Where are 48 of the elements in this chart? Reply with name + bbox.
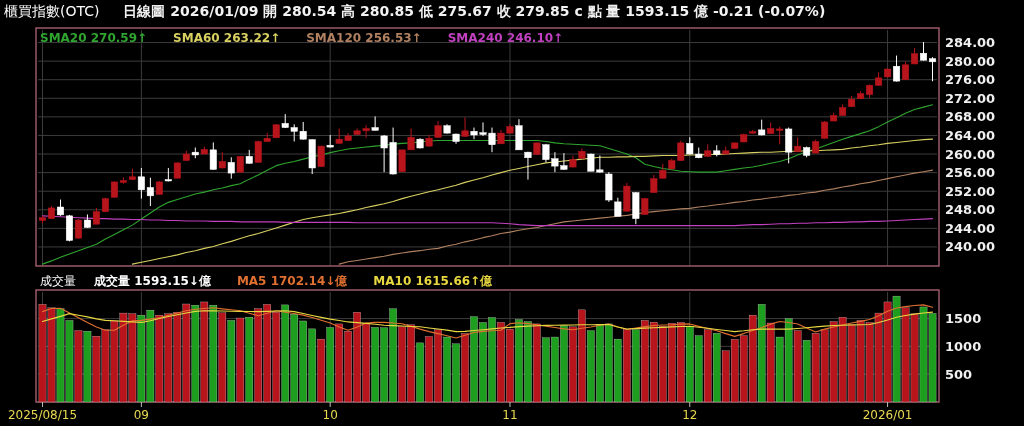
y-tick-label: 1500: [945, 311, 982, 327]
chart-title: 櫃買指數(OTC): [4, 3, 100, 19]
line-series: [131, 138, 934, 265]
y-tick-label: 252.00: [945, 183, 996, 199]
y-tick-label: 244.00: [945, 220, 996, 236]
candlestick: [893, 55, 901, 83]
candlestick: [371, 115, 379, 131]
x-tick-label: 11: [502, 408, 518, 422]
candlestick: [227, 156, 235, 180]
y-tick-label: 248.00: [945, 202, 996, 218]
candlestick: [614, 197, 622, 217]
candlestick: [785, 127, 793, 164]
candlestick: [74, 218, 82, 240]
candlestick: [902, 61, 910, 81]
y-tick-label: 264.00: [945, 127, 996, 143]
y-tick-label: 240.00: [945, 239, 996, 255]
line-series: [41, 104, 934, 265]
x-tick-label: 2026/01: [862, 408, 913, 422]
chart-subtitle: 日線圖 2026/01/09 開 280.54 高 280.85 低 275.67 收 279.85 c 點 量 1593.15 億 -0.21 (-0.07%): [123, 3, 826, 19]
y-tick-label: 280.00: [945, 53, 996, 69]
text: SMA120 256.53↑: [306, 31, 422, 45]
text: SMA60 263.22↑: [173, 31, 281, 45]
line-series: [338, 169, 934, 265]
series-label: MA5 1702.14↓億: [236, 274, 349, 288]
y-tick-label: 284.00: [945, 35, 996, 51]
x-tick-label: 12: [682, 408, 698, 422]
x-tick-label: 2025/08/15: [7, 408, 78, 422]
candlestick: [929, 56, 936, 82]
line-series: [41, 310, 934, 333]
series-label: 成交量 1593.15↓億: [93, 274, 212, 288]
candlestick: [920, 41, 927, 62]
y-tick-label: 276.00: [945, 72, 996, 88]
x-tick-label: 09: [133, 408, 150, 422]
candlestick: [461, 116, 469, 138]
text: SMA240 246.10↑: [447, 31, 564, 45]
chart-title: 成交量: [40, 274, 76, 288]
x-tick-label: 10: [322, 408, 338, 422]
y-tick-label: 272.00: [945, 90, 996, 106]
y-tick-label: 256.00: [945, 165, 996, 181]
y-tick-label: 260.00: [945, 146, 996, 162]
y-tick-label: 1000: [945, 338, 982, 354]
y-tick-label: 500: [945, 366, 973, 382]
text: SMA20 270.59↑: [40, 31, 148, 45]
text: MA10 1615.66↑億: [373, 274, 494, 288]
line-series: [41, 304, 934, 339]
candlestick: [209, 141, 217, 171]
y-tick-label: 268.00: [945, 109, 996, 125]
candlestick: [524, 151, 532, 181]
